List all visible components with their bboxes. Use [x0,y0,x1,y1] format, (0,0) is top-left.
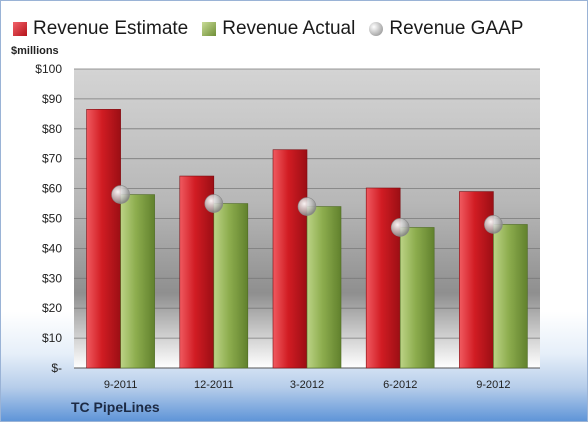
bar-revenue-actual [399,227,435,369]
legend-label-estimate: Revenue Estimate [33,18,189,39]
legend-label-actual: Revenue Actual [222,18,356,39]
x-axis: 9-2011 12-2011 3-2012 6-2012 9-2012 [104,379,511,391]
x-tick-label: 9-2012 [476,379,510,391]
bars [86,109,528,369]
y-tick-label: $70 [42,152,62,166]
bar-revenue-actual [493,224,528,369]
y-tick-label: $50 [42,212,62,226]
y-tick-label: $60 [42,182,62,196]
y-tick-label: $- [51,361,62,375]
x-tick-label: 9-2011 [104,379,137,391]
bar-revenue-estimate [272,149,308,369]
bar-revenue-estimate [86,109,121,369]
legend-marker-gaap [369,22,384,36]
x-tick-label: 12-2011 [194,379,234,391]
y-tick-label: $90 [42,92,62,106]
y-tick-label: $100 [35,62,62,76]
bar-revenue-actual [306,206,342,369]
legend-label-gaap: Revenue GAAP [389,18,524,39]
y-tick-label: $80 [42,122,62,136]
marker-revenue-gaap [204,194,224,213]
bar-revenue-actual [120,194,155,369]
legend-swatch-estimate [13,22,27,36]
y-tick-label: $10 [42,331,62,345]
bar-revenue-estimate [365,187,401,369]
y-tick-label: $20 [42,301,62,315]
bar-revenue-actual [213,203,249,369]
marker-revenue-gaap [390,218,410,237]
company-name: TC PipeLines [71,399,160,415]
y-axis-unit-label: $millions [11,45,59,57]
y-tick-label: $40 [42,241,62,255]
legend-swatch-actual [202,22,217,36]
legend: Revenue Estimate Revenue Actual Revenue … [13,17,537,41]
gaap-markers [111,185,503,237]
x-tick-label: 6-2012 [383,379,417,391]
marker-revenue-gaap [484,215,503,234]
legend-item-actual: Revenue Actual [202,18,355,40]
marker-revenue-gaap [297,197,317,216]
x-tick-label: 3-2012 [290,379,324,391]
marker-revenue-gaap [111,185,130,204]
y-axis: $- $10 $20 $30 $40 $50 $60 $70 $80 $90 $100 [35,62,62,375]
y-tick-label: $30 [42,271,62,285]
legend-item-gaap: Revenue GAAP [369,18,523,40]
legend-item-estimate: Revenue Estimate [13,18,188,40]
